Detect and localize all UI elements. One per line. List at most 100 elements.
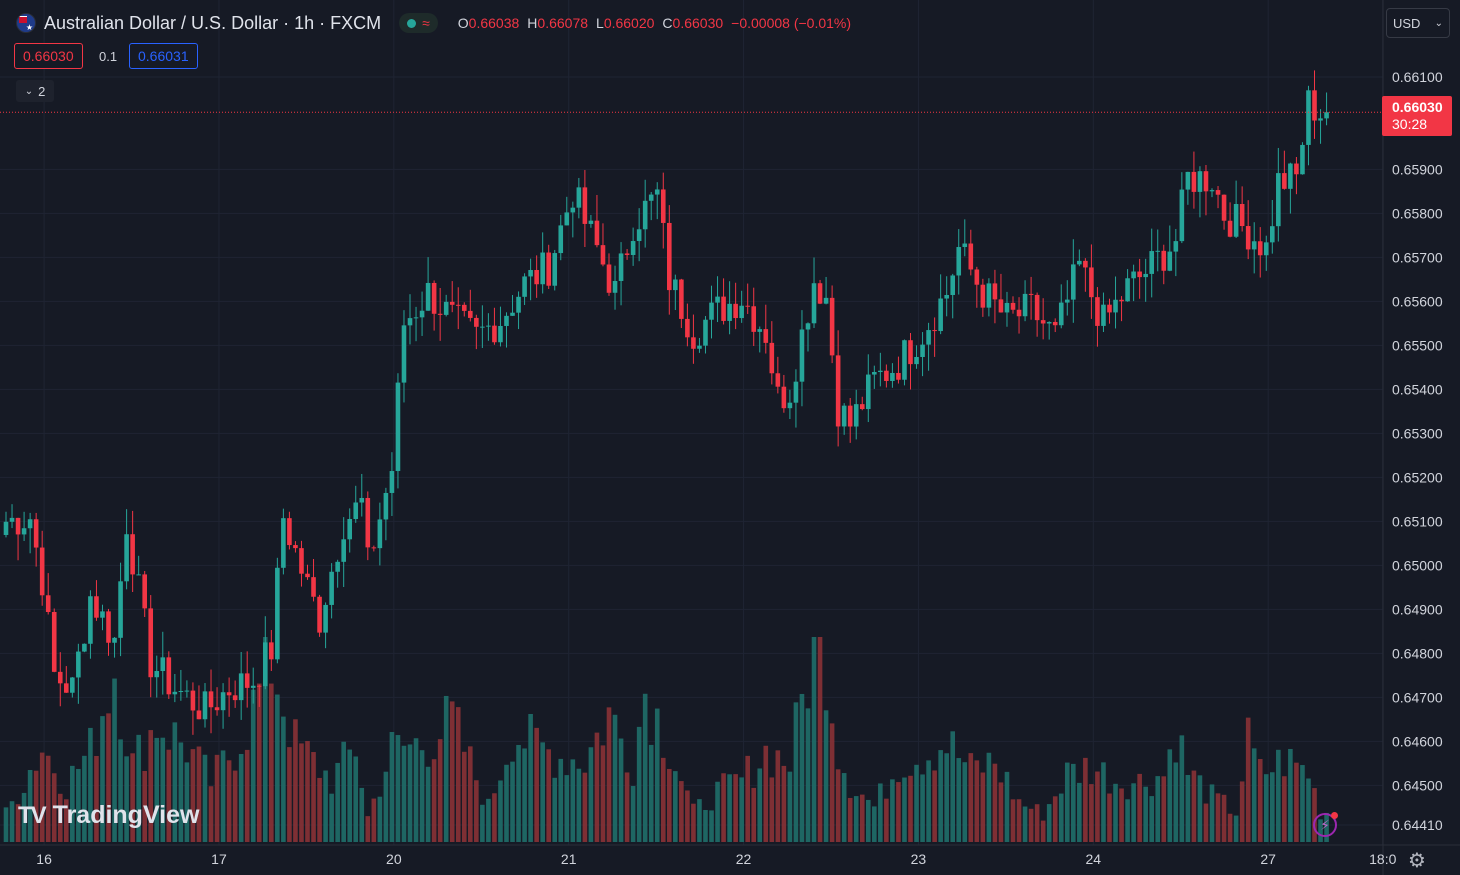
candle-body [347, 519, 353, 540]
candle-body [341, 539, 346, 562]
lightning-icon[interactable]: ⚡ [1313, 812, 1338, 837]
candle-body [100, 611, 105, 618]
sell-price-button[interactable]: 0.66030 [14, 43, 83, 69]
volume-bar [299, 743, 304, 842]
y-tick-label: 0.64600 [1392, 733, 1443, 749]
candle-body [437, 313, 443, 315]
candle-body [9, 517, 15, 522]
ohlc-values: O0.66038 H0.66078 L0.66020 C0.66030 −0.0… [457, 15, 852, 31]
volume-bar [1149, 796, 1154, 842]
volume-bar [3, 807, 9, 842]
volume-bar [160, 737, 166, 842]
candle-body [1227, 220, 1233, 237]
volume-bar [269, 683, 274, 842]
volume-bar [190, 749, 196, 842]
candle-body [1064, 299, 1070, 303]
volume-bar [600, 745, 606, 842]
open-value: 0.66038 [468, 15, 520, 31]
candle-body [528, 270, 533, 277]
volume-bar [262, 637, 268, 842]
volume-bar [244, 749, 250, 842]
volume-bar [564, 775, 570, 842]
volume-bar [317, 777, 322, 842]
candle-body [196, 710, 202, 720]
market-status-pill[interactable]: ≈ [399, 13, 438, 33]
candle-body [865, 374, 871, 410]
tradingview-logo[interactable]: TV TradingView [18, 801, 199, 830]
change-value: −0.00008 (−0.01%) [731, 15, 852, 31]
candle-body [480, 326, 485, 328]
volume-bar [769, 777, 775, 842]
volume-bar [654, 708, 660, 842]
candle-body [383, 492, 389, 520]
volume-bar [685, 790, 690, 842]
indicators-count: 2 [38, 83, 46, 99]
candle-body [1233, 204, 1239, 237]
candle-body [1155, 250, 1161, 252]
aud-usd-flag-icon [16, 13, 36, 33]
candle-body [401, 325, 407, 383]
volume-bar [172, 722, 178, 842]
y-tick-label: 0.65900 [1392, 161, 1443, 177]
candle-body [1270, 226, 1275, 243]
candle-body [64, 683, 69, 693]
volume-bar [612, 714, 618, 842]
volume-bar [202, 754, 208, 842]
candle-body [1282, 173, 1287, 189]
candle-body [588, 220, 594, 224]
volume-bar [546, 749, 551, 842]
candle-body [648, 194, 654, 201]
volume-bar [865, 799, 871, 842]
y-tick-label: 0.65600 [1392, 293, 1443, 309]
volume-bar [1046, 804, 1052, 842]
candle-body [1004, 302, 1010, 313]
candle-body [1143, 273, 1148, 278]
x-tick-label: 27 [1260, 851, 1276, 867]
candle-body [154, 671, 160, 678]
volume-bar [817, 637, 823, 842]
candle-body [962, 243, 968, 248]
volume-bar [534, 727, 539, 842]
candle-body [660, 189, 666, 223]
chevron-down-icon: ⌄ [1434, 17, 1443, 29]
volume-bar [124, 756, 129, 842]
volume-bar [841, 773, 847, 842]
volume-bar [82, 755, 87, 842]
symbol-title[interactable]: Australian Dollar / U.S. Dollar · 1h · F… [44, 12, 382, 33]
candle-body [419, 310, 425, 318]
candle-body [618, 253, 624, 281]
x-tick-label: 21 [561, 851, 577, 867]
candle-body [1251, 241, 1257, 250]
candle-body [178, 691, 184, 693]
volume-bar [1312, 788, 1317, 842]
candle-body [1028, 293, 1034, 295]
candle-body [751, 306, 757, 332]
volume-bar [1113, 783, 1118, 842]
candle-body [721, 296, 726, 321]
volume-bar [353, 756, 359, 842]
volume-bar [498, 780, 503, 842]
candle-body [371, 547, 377, 549]
volume-bar [214, 754, 220, 842]
gear-icon[interactable]: ⚙ [1408, 850, 1426, 872]
candle-body [293, 545, 298, 549]
buy-price-button[interactable]: 0.66031 [129, 43, 198, 69]
volume-bar [642, 693, 648, 842]
y-tick-label: 0.65400 [1392, 381, 1443, 397]
currency-select[interactable]: USD ⌄ [1386, 8, 1450, 38]
volume-bar [1040, 820, 1046, 842]
volume-bar [787, 771, 793, 842]
volume-bar [39, 752, 45, 842]
candle-body [238, 673, 244, 701]
candle-body [389, 471, 395, 493]
indicators-toggle-button[interactable]: ⌄ 2 [16, 80, 54, 102]
candle-body [715, 296, 720, 303]
volume-bar [1227, 813, 1233, 842]
candle-body [1161, 250, 1167, 271]
volume-bar [106, 713, 111, 842]
volume-bar [859, 794, 865, 842]
volume-bar [721, 773, 726, 842]
candle-body [769, 342, 775, 374]
candle-body [256, 685, 262, 687]
